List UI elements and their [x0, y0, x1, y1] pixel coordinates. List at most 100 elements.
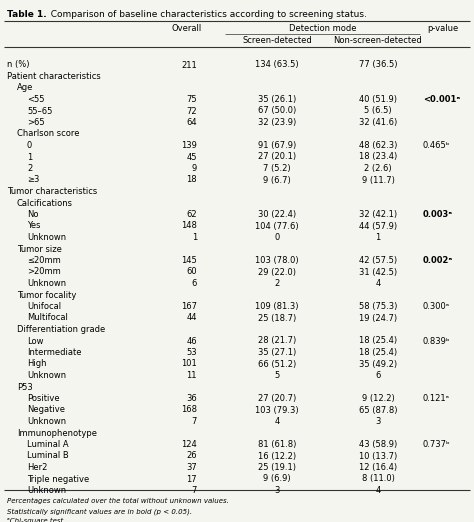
Text: Positive: Positive — [27, 394, 60, 403]
Text: 19 (24.7): 19 (24.7) — [359, 314, 397, 323]
Text: Table 1.: Table 1. — [7, 10, 46, 19]
Text: 18 (23.4): 18 (23.4) — [359, 152, 397, 161]
Text: Unknown: Unknown — [27, 371, 66, 380]
Text: 60: 60 — [186, 267, 197, 277]
Text: 5: 5 — [274, 371, 280, 380]
Text: 67 (50.0): 67 (50.0) — [258, 106, 296, 115]
Text: 9 (11.7): 9 (11.7) — [362, 175, 394, 184]
Text: 6: 6 — [191, 279, 197, 288]
Text: Unknown: Unknown — [27, 233, 66, 242]
Text: 64: 64 — [186, 118, 197, 127]
Text: 32 (23.9): 32 (23.9) — [258, 118, 296, 127]
Text: No: No — [27, 210, 38, 219]
Text: 168: 168 — [181, 406, 197, 414]
Text: 1: 1 — [192, 233, 197, 242]
Text: 46: 46 — [186, 337, 197, 346]
Text: 91 (67.9): 91 (67.9) — [258, 141, 296, 150]
Text: High: High — [27, 360, 46, 369]
Text: ≥3: ≥3 — [27, 175, 39, 184]
Text: Unknown: Unknown — [27, 279, 66, 288]
Text: 44 (57.9): 44 (57.9) — [359, 221, 397, 231]
Text: Multifocal: Multifocal — [27, 314, 68, 323]
Text: 48 (62.3): 48 (62.3) — [359, 141, 397, 150]
Text: 28 (21.7): 28 (21.7) — [258, 337, 296, 346]
Text: 25 (18.7): 25 (18.7) — [258, 314, 296, 323]
Text: 18 (25.4): 18 (25.4) — [359, 348, 397, 357]
Text: 4: 4 — [375, 279, 381, 288]
Text: 104 (77.6): 104 (77.6) — [255, 221, 299, 231]
Text: Overall: Overall — [172, 24, 202, 33]
Text: Her2: Her2 — [27, 463, 47, 472]
Text: 1: 1 — [375, 233, 381, 242]
Text: 36: 36 — [186, 394, 197, 403]
Text: 134 (63.5): 134 (63.5) — [255, 61, 299, 69]
Text: 55–65: 55–65 — [27, 106, 52, 115]
Text: Immunophenotype: Immunophenotype — [17, 429, 97, 437]
Text: 0.465ᵇ: 0.465ᵇ — [423, 141, 450, 150]
Text: 9 (12.2): 9 (12.2) — [362, 394, 394, 403]
Text: 148: 148 — [181, 221, 197, 231]
Text: Tumor characteristics: Tumor characteristics — [7, 187, 97, 196]
Text: 17: 17 — [186, 474, 197, 483]
Text: 72: 72 — [186, 106, 197, 115]
Text: Age: Age — [17, 84, 33, 92]
Text: 16 (12.2): 16 (12.2) — [258, 452, 296, 460]
Text: Luminal A: Luminal A — [27, 440, 69, 449]
Text: 65 (87.8): 65 (87.8) — [359, 406, 397, 414]
Text: 62: 62 — [186, 210, 197, 219]
Text: 44: 44 — [186, 314, 197, 323]
Text: 81 (61.8): 81 (61.8) — [258, 440, 296, 449]
Text: Comparison of baseline characteristics according to screening status.: Comparison of baseline characteristics a… — [45, 10, 367, 19]
Text: 0.737ᵇ: 0.737ᵇ — [423, 440, 451, 449]
Text: Detection mode: Detection mode — [289, 24, 356, 33]
Text: 40 (51.9): 40 (51.9) — [359, 95, 397, 104]
Text: 2 (2.6): 2 (2.6) — [364, 164, 392, 173]
Text: 12 (16.4): 12 (16.4) — [359, 463, 397, 472]
Text: 4: 4 — [375, 486, 381, 495]
Text: Differentiation grade: Differentiation grade — [17, 325, 105, 334]
Text: 66 (51.2): 66 (51.2) — [258, 360, 296, 369]
Text: Statistically significant values are in bold (p < 0.05).: Statistically significant values are in … — [7, 508, 192, 515]
Text: 101: 101 — [181, 360, 197, 369]
Text: 26: 26 — [186, 452, 197, 460]
Text: 77 (36.5): 77 (36.5) — [359, 61, 397, 69]
Text: <55: <55 — [27, 95, 45, 104]
Text: 1: 1 — [27, 152, 32, 161]
Text: Percentages calculated over the total without unknown values.: Percentages calculated over the total wi… — [7, 498, 229, 504]
Text: 6: 6 — [375, 371, 381, 380]
Text: 7: 7 — [191, 486, 197, 495]
Text: 27 (20.7): 27 (20.7) — [258, 394, 296, 403]
Text: p-value: p-value — [428, 24, 459, 33]
Text: <0.001ᵃ: <0.001ᵃ — [423, 95, 460, 104]
Text: 103 (79.3): 103 (79.3) — [255, 406, 299, 414]
Text: ᵃChi-square test.: ᵃChi-square test. — [7, 518, 65, 522]
Text: 27 (20.1): 27 (20.1) — [258, 152, 296, 161]
Text: 58 (75.3): 58 (75.3) — [359, 302, 397, 311]
Text: 3: 3 — [274, 486, 280, 495]
Text: 0: 0 — [27, 141, 32, 150]
Text: 11: 11 — [186, 371, 197, 380]
Text: Luminal B: Luminal B — [27, 452, 69, 460]
Text: 124: 124 — [181, 440, 197, 449]
Text: 18: 18 — [186, 175, 197, 184]
Text: 139: 139 — [181, 141, 197, 150]
Text: 0.121ᵃ: 0.121ᵃ — [423, 394, 450, 403]
Text: n (%): n (%) — [7, 61, 29, 69]
Text: 7 (5.2): 7 (5.2) — [263, 164, 291, 173]
Text: Tumor size: Tumor size — [17, 244, 62, 254]
Text: 167: 167 — [181, 302, 197, 311]
Text: 2: 2 — [27, 164, 32, 173]
Text: Triple negative: Triple negative — [27, 474, 89, 483]
Text: >20mm: >20mm — [27, 267, 61, 277]
Text: 4: 4 — [274, 417, 280, 426]
Text: 0.839ᵇ: 0.839ᵇ — [423, 337, 450, 346]
Text: 35 (27.1): 35 (27.1) — [258, 348, 296, 357]
Text: Non-screen-detected: Non-screen-detected — [334, 36, 422, 45]
Text: Unknown: Unknown — [27, 417, 66, 426]
Text: 30 (22.4): 30 (22.4) — [258, 210, 296, 219]
Text: Yes: Yes — [27, 221, 40, 231]
Text: 31 (42.5): 31 (42.5) — [359, 267, 397, 277]
Text: 0: 0 — [274, 233, 280, 242]
Text: 10 (13.7): 10 (13.7) — [359, 452, 397, 460]
Text: 75: 75 — [186, 95, 197, 104]
